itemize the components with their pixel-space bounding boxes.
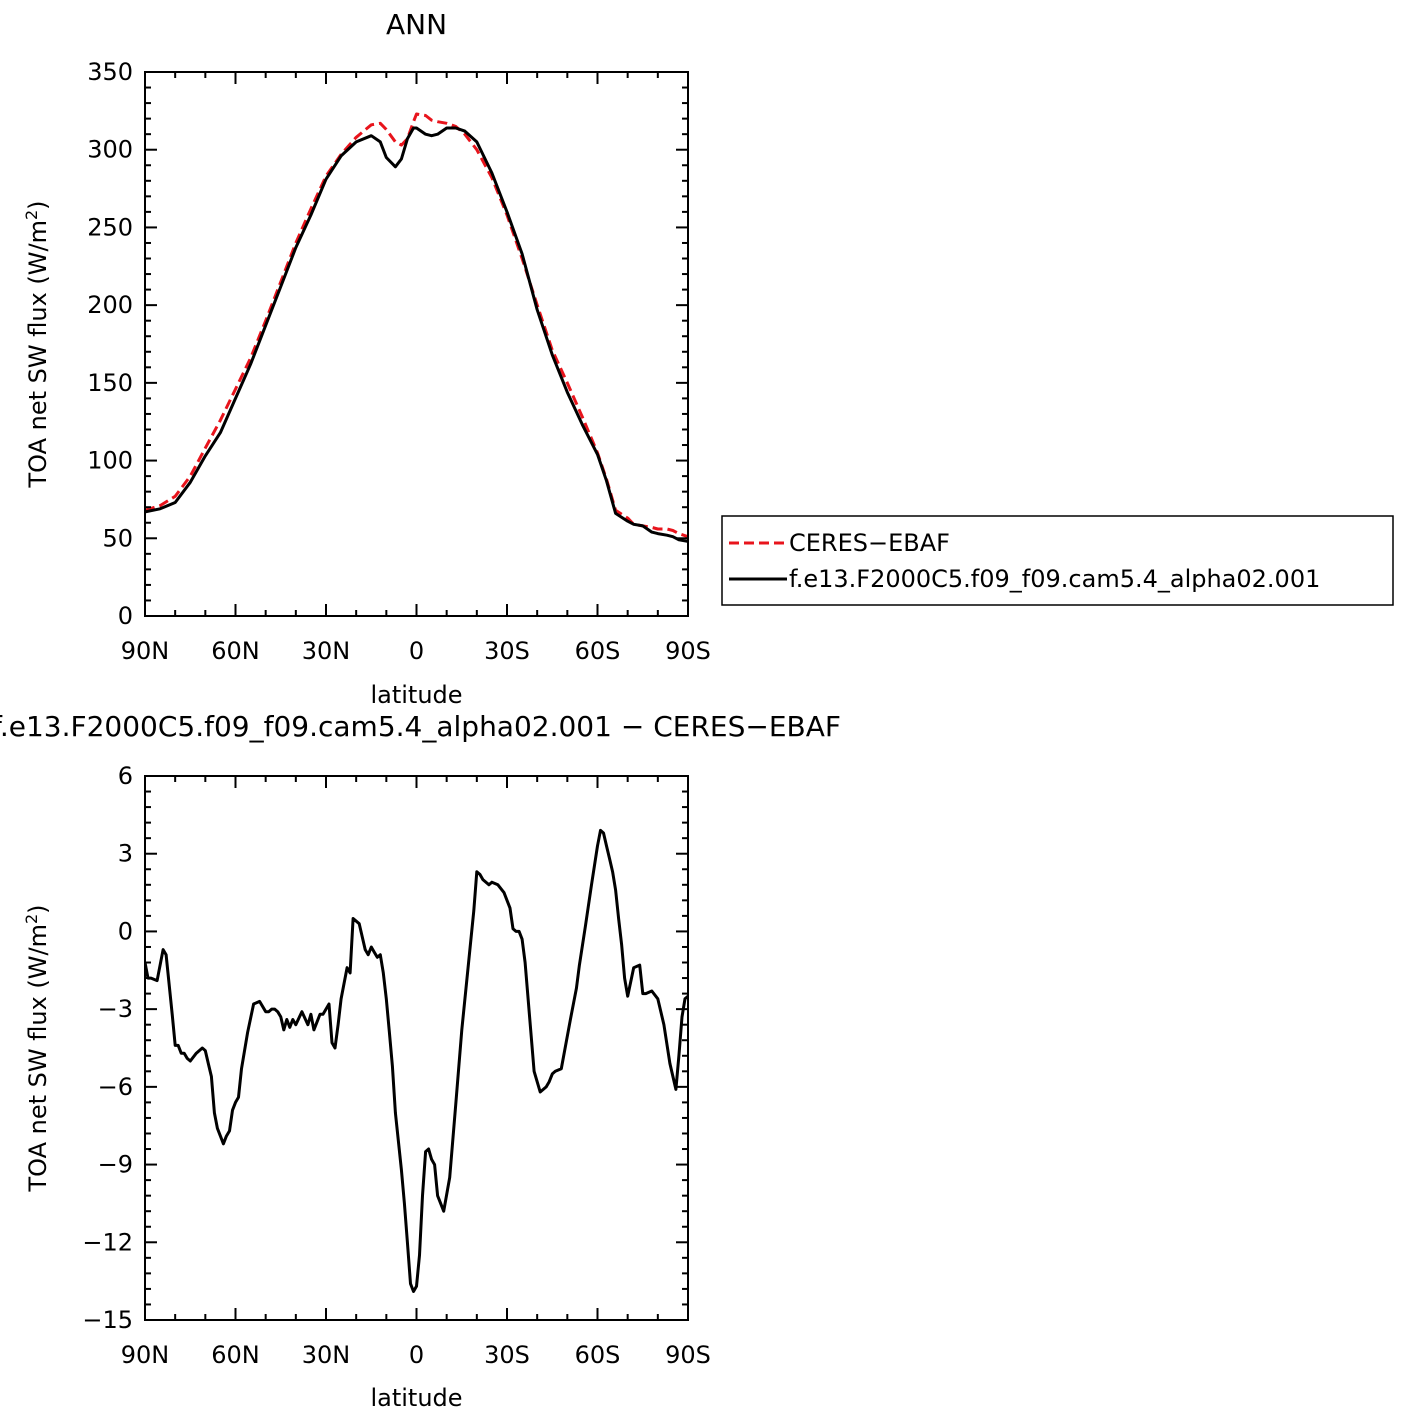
plot-frame [144,775,689,1321]
y-tick-label: 0 [118,917,133,945]
y-axis-label-main: TOA net SW flux (W/m [24,220,52,489]
chart-1: ANN 90N 60N 30N 0 30S 60S 90S 0 50 100 150 200 250 300… [22,8,1394,709]
y-axis-label: TOA net SW flux (W/m2) [22,904,53,1192]
y-axis-label-sup: 2 [22,914,41,924]
x-tick-label: 90S [665,637,711,665]
x-tick-label: 60S [575,637,621,665]
y-tick-label: −12 [82,1228,133,1256]
legend-label-1: CERES−EBAF [789,529,950,557]
y-tick-label: 350 [87,58,133,86]
y-tick-label: 250 [87,213,133,241]
x-tick-label: 30S [484,1341,530,1369]
x-tick-label: 60N [211,1341,260,1369]
plot-area [145,828,688,1293]
chart-2: f.e13.F2000C5.f09_f09.cam5.4_alpha02.001… [0,710,841,1412]
y-tick-label: 6 [118,762,133,790]
x-axis-label: latitude [370,1384,462,1412]
series-line-2 [145,126,688,543]
x-tick-label: 30N [302,1341,351,1369]
y-tick-label: 300 [87,136,133,164]
x-tick-label: 90N [121,637,170,665]
y-axis-label-close: ) [24,904,52,913]
y-tick-label: −15 [82,1306,133,1334]
y-axis-label-main: TOA net SW flux (W/m [24,924,52,1193]
legend: CERES−EBAF f.e13.F2000C5.f09_f09.cam5.4_a… [721,515,1394,606]
plot-frame [144,71,689,617]
series-line-1 [145,828,688,1293]
x-tick-label: 90S [665,1341,711,1369]
x-axis-label: latitude [370,681,462,709]
x-tick-label: 30S [484,637,530,665]
y-tick-label: 200 [87,291,133,319]
plot-title: ANN [386,8,447,41]
y-axis-label-sup: 2 [22,210,41,220]
x-tick-label: 0 [409,1341,424,1369]
y-axis-label-close: ) [24,200,52,209]
y-tick-label: 150 [87,369,133,397]
y-tick-label: 0 [118,602,133,630]
x-tick-label: 0 [409,637,424,665]
x-tick-label: 60S [575,1341,621,1369]
x-tick-label: 60N [211,637,260,665]
y-tick-label: −9 [98,1151,133,1179]
legend-label-2: f.e13.F2000C5.f09_f09.cam5.4_alpha02.001 [789,565,1320,593]
x-tick-label: 90N [121,1341,170,1369]
y-tick-label: 100 [87,447,133,475]
y-tick-label: 50 [102,524,133,552]
y-tick-label: −6 [98,1073,133,1101]
y-tick-label: 3 [118,840,133,868]
legend-box [721,515,1394,606]
y-tick-label: −3 [98,995,133,1023]
plot-area [145,112,688,543]
series-line-1 [145,112,688,539]
x-tick-label: 30N [302,637,351,665]
plot-title: f.e13.F2000C5.f09_f09.cam5.4_alpha02.001… [0,710,841,743]
y-axis-label: TOA net SW flux (W/m2) [22,200,53,488]
